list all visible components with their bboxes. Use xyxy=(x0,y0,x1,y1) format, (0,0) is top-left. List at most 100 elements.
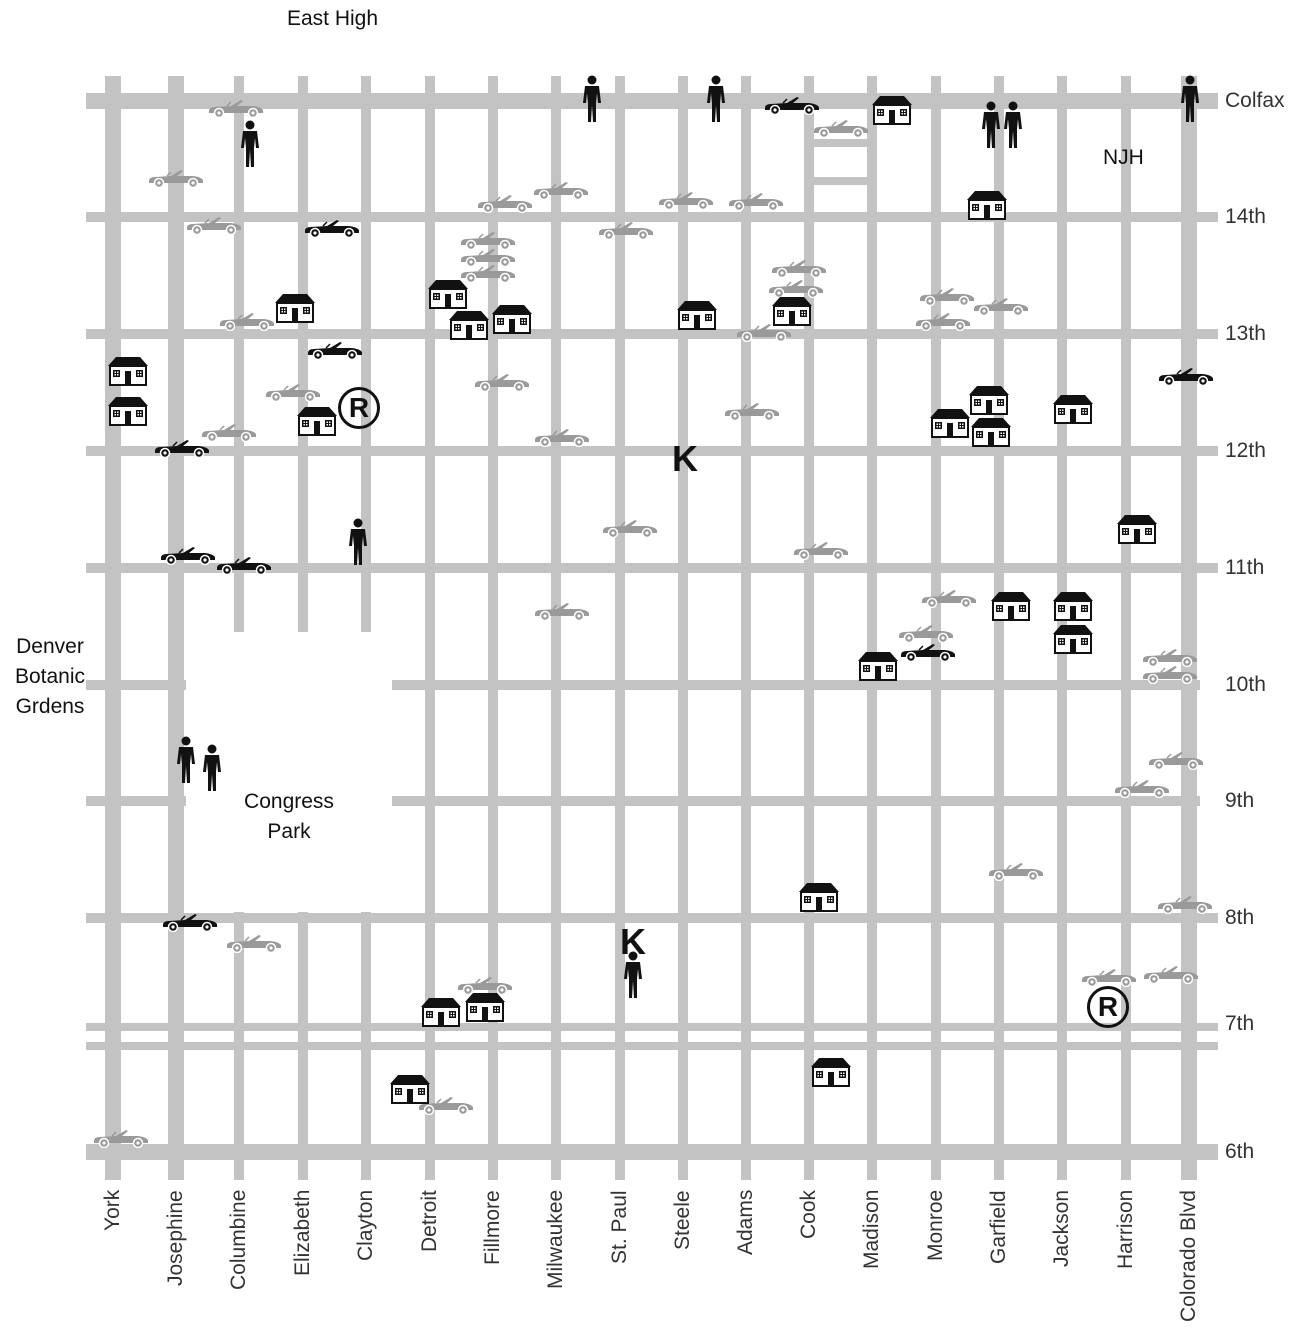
street-steele xyxy=(678,76,688,1180)
house-icon xyxy=(771,294,813,331)
car-icon xyxy=(459,247,517,272)
car-icon xyxy=(899,642,957,667)
avenue-6th xyxy=(86,1144,1218,1160)
street-monroe xyxy=(931,76,941,1180)
avenue-label: 11th xyxy=(1225,556,1265,579)
street-st-paul xyxy=(615,76,625,1180)
avenue-13th xyxy=(86,329,1218,339)
botanic-line-2: Botanic xyxy=(14,665,86,688)
avenue-label: 6th xyxy=(1225,1140,1255,1163)
botanic-line-1: Denver xyxy=(16,635,84,658)
house-icon xyxy=(448,308,490,345)
car-icon xyxy=(185,215,243,240)
house-icon xyxy=(966,188,1008,225)
registered-marker: R xyxy=(338,387,380,429)
car-icon xyxy=(657,190,715,215)
house-icon xyxy=(1052,622,1094,659)
car-icon xyxy=(1141,647,1199,672)
avenue-label: 10th xyxy=(1225,673,1266,696)
car-icon xyxy=(161,912,219,937)
street-madison xyxy=(867,76,877,1180)
car-icon xyxy=(918,286,976,311)
street-label: Detroit xyxy=(418,1190,441,1252)
car-icon xyxy=(792,540,850,565)
avenue-9th xyxy=(392,796,1200,806)
car-icon xyxy=(215,555,273,580)
car-icon xyxy=(159,545,217,570)
car-icon xyxy=(735,322,793,347)
car-icon xyxy=(972,296,1030,321)
car-icon xyxy=(306,340,364,365)
avenue-7th xyxy=(86,1023,1218,1031)
avenue-12th xyxy=(86,446,1218,456)
house-icon xyxy=(274,291,316,328)
car-icon xyxy=(1080,967,1138,992)
congress-line-1: Congress xyxy=(244,790,334,813)
person-icon xyxy=(240,120,260,173)
person-icon xyxy=(348,518,368,571)
street-label: Steele xyxy=(671,1190,694,1250)
person-icon xyxy=(176,736,196,789)
car-icon xyxy=(225,933,283,958)
house-icon xyxy=(420,995,462,1032)
avenue-label: Colfax xyxy=(1225,89,1285,112)
botanic-line-3: Grdens xyxy=(15,695,85,718)
car-icon xyxy=(1141,664,1199,689)
house-icon xyxy=(1052,589,1094,626)
street-milwaukee xyxy=(551,76,561,1180)
house-icon xyxy=(464,990,506,1027)
avenue-9th xyxy=(86,796,186,806)
car-icon xyxy=(264,382,322,407)
car-icon xyxy=(92,1128,150,1153)
car-icon xyxy=(207,98,265,123)
street-label: Cook xyxy=(797,1189,820,1239)
congress-line-2: Park xyxy=(267,820,311,843)
car-icon xyxy=(1147,750,1205,775)
street-label: Columbine xyxy=(227,1189,250,1290)
car-icon xyxy=(920,588,978,613)
street-label: St. Paul xyxy=(608,1190,631,1264)
avenue-10th xyxy=(392,680,1200,690)
house-icon xyxy=(296,404,338,441)
car-icon xyxy=(763,95,821,120)
car-icon xyxy=(1142,964,1200,989)
person-icon xyxy=(202,744,222,797)
house-icon xyxy=(389,1072,431,1109)
street-label: Josephine xyxy=(164,1190,187,1286)
car-icon xyxy=(723,401,781,426)
avenue-7th xyxy=(86,1042,1218,1050)
car-icon xyxy=(417,1095,475,1120)
street-label: Madison xyxy=(860,1189,883,1269)
avenue-label: 9th xyxy=(1225,789,1255,812)
car-icon xyxy=(1157,366,1215,391)
k-marker: K xyxy=(672,438,698,479)
avenue-label: 14th xyxy=(1225,205,1266,228)
house-icon xyxy=(676,298,718,335)
street-label: Monroe xyxy=(924,1189,947,1261)
person-icon xyxy=(981,101,1001,154)
house-icon xyxy=(810,1055,852,1092)
street-josephine xyxy=(168,76,184,1180)
car-icon xyxy=(1156,894,1214,919)
car-icon xyxy=(459,263,517,288)
registered-marker: R xyxy=(1087,986,1129,1028)
street-colorado-blvd xyxy=(1181,76,1197,1180)
street-label: Adams xyxy=(734,1189,757,1255)
avenue-label: 8th xyxy=(1225,906,1255,929)
avenue-label: 13th xyxy=(1225,322,1266,345)
car-icon xyxy=(897,623,955,648)
street-label: Fillmore xyxy=(481,1190,504,1265)
car-icon xyxy=(987,861,1045,886)
car-icon xyxy=(1113,778,1171,803)
street-garfield xyxy=(994,76,1004,1180)
car-icon xyxy=(770,258,828,283)
car-icon xyxy=(533,601,591,626)
car-icon xyxy=(459,230,517,255)
avenue-14th xyxy=(86,212,1218,222)
car-icon xyxy=(147,168,205,193)
car-icon xyxy=(597,220,655,245)
person-icon xyxy=(623,951,643,1004)
car-icon xyxy=(533,427,591,452)
street-clayton xyxy=(361,76,371,632)
car-icon xyxy=(303,218,361,243)
